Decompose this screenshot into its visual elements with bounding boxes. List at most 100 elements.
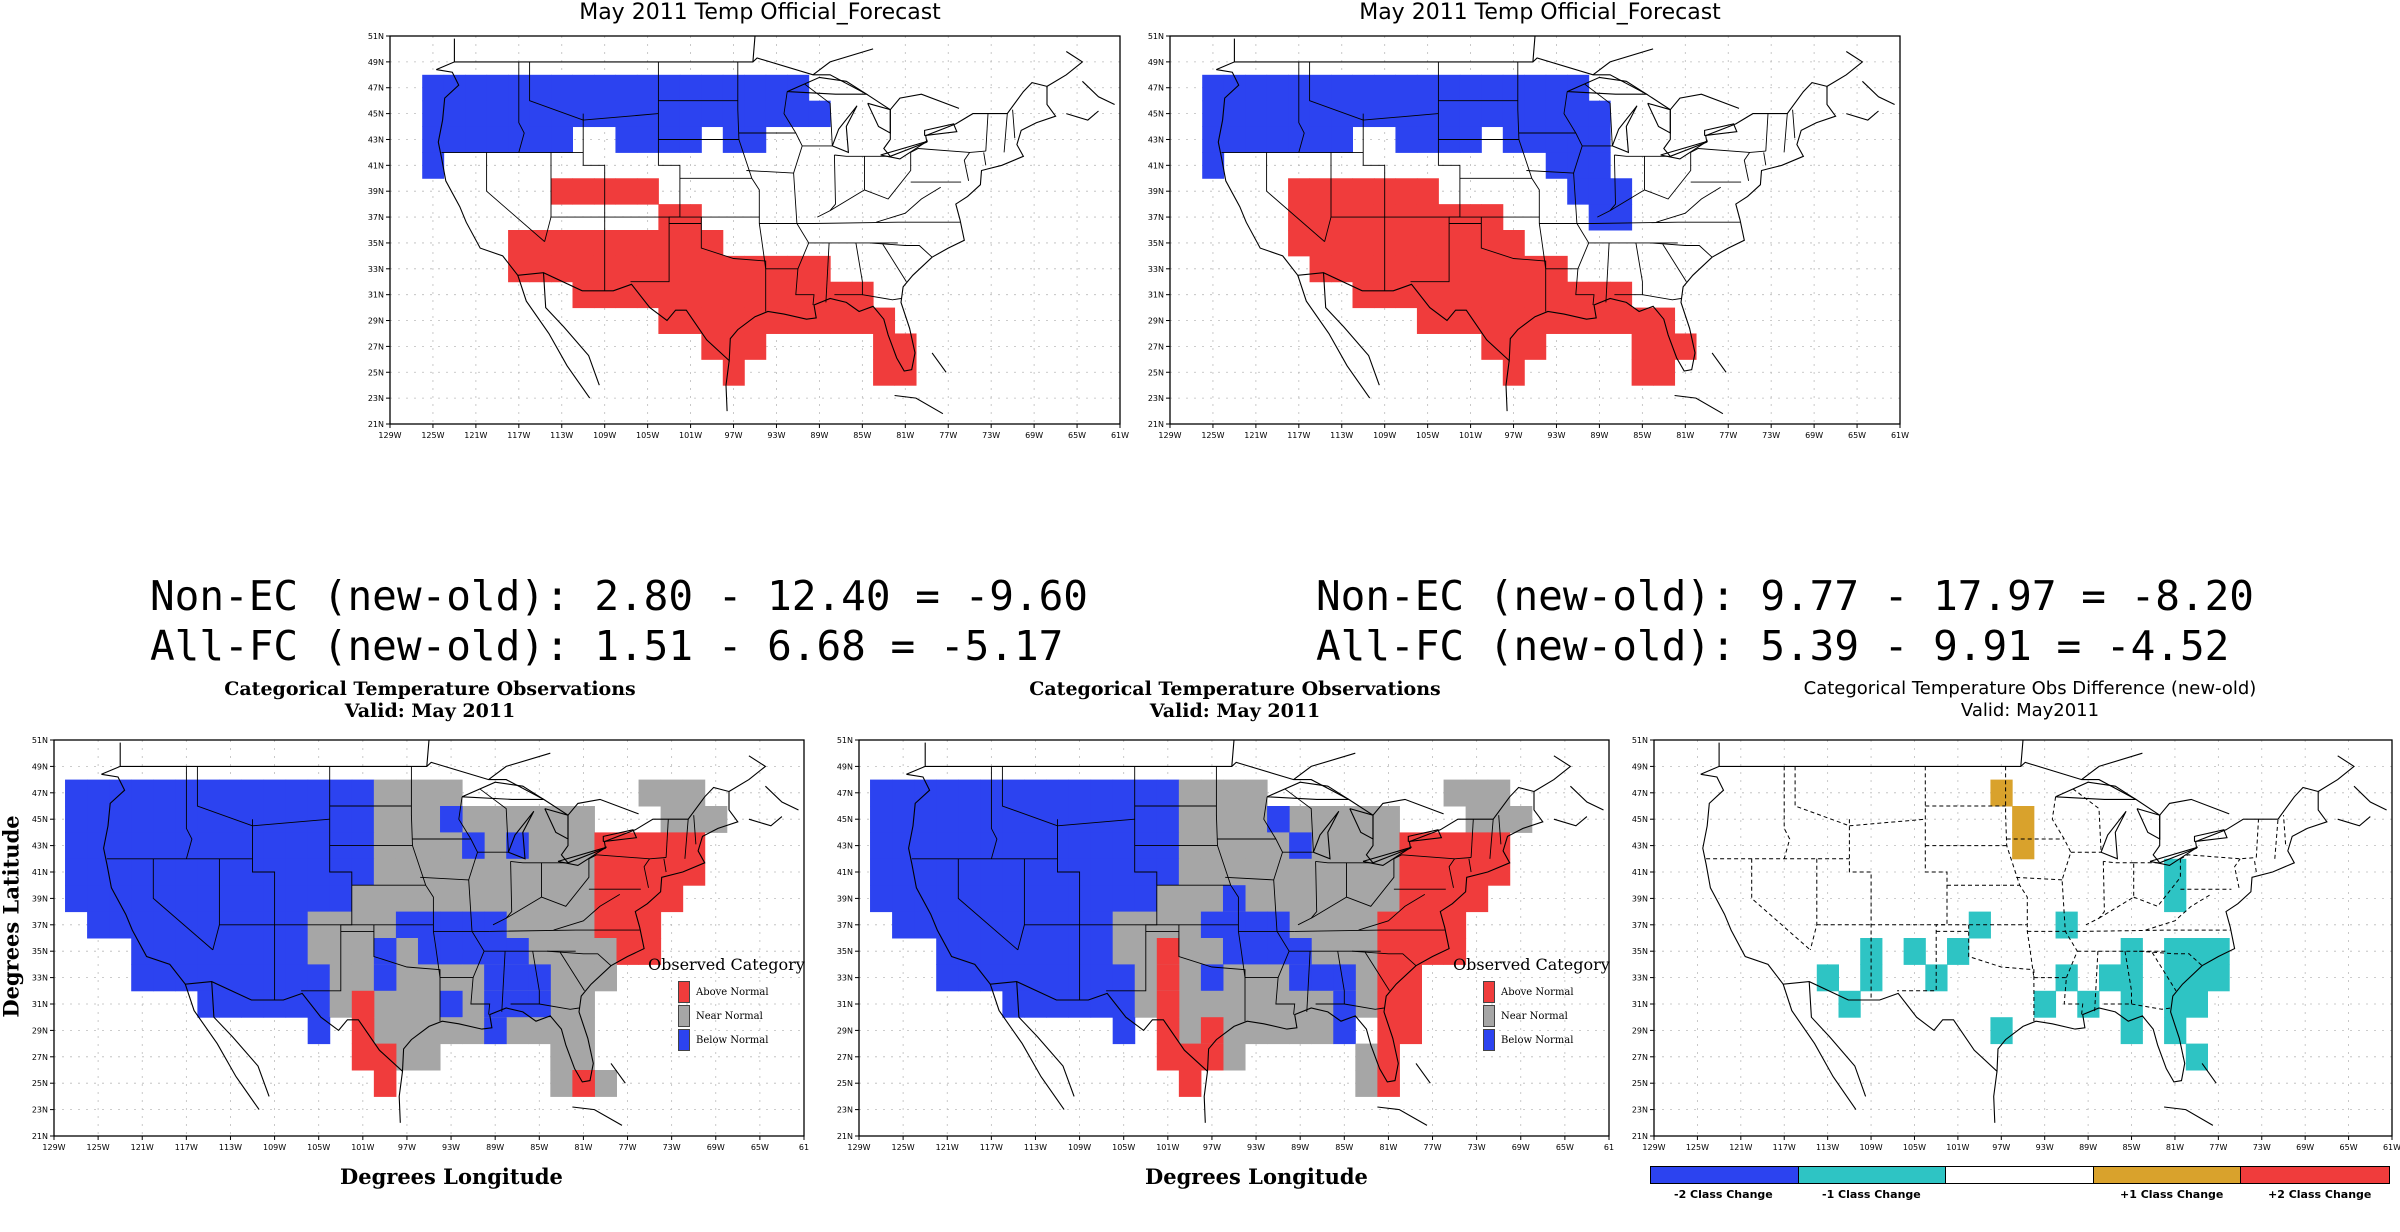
below-normal-cell: [263, 779, 287, 807]
axis-ticks: 129W 125W 121W 117W 113W 109W 105W 101W 97W 93W 89…: [837, 736, 1614, 1152]
state-border: [1057, 819, 1081, 1000]
below-normal-cell: [658, 100, 681, 128]
state-border: [983, 152, 987, 166]
state-border: [1057, 818, 1135, 827]
state-border: [693, 815, 697, 845]
state-border: [1351, 950, 1417, 967]
lat-tick-label: 49N: [1632, 762, 1648, 771]
above-normal-cell: [636, 178, 659, 205]
lat-tick-label: 51N: [32, 736, 48, 745]
below-normal-cell: [936, 964, 959, 992]
below-normal-cell: [1068, 832, 1092, 860]
below-normal-cell: [65, 858, 88, 886]
below-normal-cell: [636, 126, 659, 153]
below-normal-cell: [1373, 100, 1396, 128]
near-normal-cell: [1222, 1017, 1246, 1045]
below-normal-cell: [1459, 74, 1482, 102]
below-normal-cell: [1222, 885, 1246, 913]
near-normal-cell: [395, 964, 419, 992]
lon-tick-label: 81W: [1676, 431, 1694, 440]
lon-tick-label: 65W: [1068, 431, 1086, 440]
below-normal-cell: [307, 858, 331, 886]
state-border: [910, 148, 986, 153]
state-border: [1605, 242, 1610, 303]
legend-label: Above Normal: [1501, 986, 1574, 998]
above-normal-cell: [722, 307, 745, 334]
above-normal-cell: [1459, 307, 1482, 334]
below-normal-cell: [307, 964, 331, 992]
lat-tick-label: 47N: [837, 789, 853, 798]
below-normal-cell: [87, 885, 110, 913]
minus-one-change-cell: [2164, 990, 2187, 1018]
state-border: [834, 154, 865, 157]
score-left-all-fc: All-FC (new-old): 1.51 - 6.68 = -5.17: [150, 622, 1064, 670]
state-border: [1358, 894, 1426, 931]
below-normal-cell: [765, 100, 788, 128]
lat-tick-label: 21N: [32, 1132, 48, 1141]
legend-label: Near Normal: [696, 1010, 763, 1022]
near-normal-cell: [1178, 964, 1202, 992]
below-normal-cell: [1200, 964, 1224, 992]
coastline: [725, 360, 730, 412]
above-normal-cell: [873, 333, 896, 360]
near-normal-cell: [417, 779, 441, 807]
lat-tick-label: 37N: [1632, 921, 1648, 930]
lon-tick-label: 109W: [1068, 1143, 1091, 1152]
state-border: [2098, 862, 2135, 919]
coastline: [2159, 798, 2230, 816]
above-normal-cell: [1502, 230, 1525, 257]
near-normal-cell: [417, 1043, 441, 1071]
below-normal-cell: [1245, 938, 1268, 965]
near-normal-cell: [1311, 911, 1334, 939]
coastline: [2164, 1106, 2214, 1126]
above-normal-cell: [616, 885, 640, 913]
lon-tick-label: 97W: [1203, 1143, 1221, 1152]
near-normal-cell: [462, 885, 485, 913]
coastline: [1808, 981, 1867, 1097]
near-normal-cell: [550, 1070, 573, 1097]
below-normal-cell: [373, 964, 397, 992]
state-border: [2051, 796, 2078, 978]
great-lake: [507, 810, 535, 860]
below-normal-cell: [1002, 858, 1025, 886]
above-normal-cell: [722, 333, 745, 360]
near-normal-cell: [572, 990, 595, 1018]
lon-tick-label: 61: [1604, 1143, 1614, 1152]
near-normal-cell: [1377, 832, 1400, 860]
below-normal-cell: [1545, 74, 1568, 102]
above-normal-cell: [722, 281, 745, 309]
below-normal-cell: [1046, 779, 1070, 807]
coastline: [1674, 394, 1724, 415]
below-normal-cell: [1068, 990, 1092, 1018]
near-normal-cell: [1311, 858, 1334, 886]
above-normal-cell: [894, 359, 917, 386]
above-normal-cell: [744, 307, 767, 334]
below-normal-cell: [307, 885, 331, 913]
above-normal-cell: [1674, 333, 1697, 360]
below-normal-cell: [153, 885, 176, 913]
near-normal-cell: [395, 806, 419, 833]
below-normal-cell: [197, 938, 220, 965]
below-normal-cell: [153, 858, 176, 886]
lon-tick-label: 89W: [2079, 1143, 2097, 1152]
near-normal-cell: [1333, 911, 1356, 939]
below-normal-cell: [980, 885, 1003, 913]
above-normal-cell: [1465, 832, 1489, 860]
lon-tick-label: 77W: [939, 431, 957, 440]
below-normal-cell: [529, 74, 552, 102]
near-normal-cell: [1222, 832, 1246, 860]
legend-swatch-near: [678, 1005, 690, 1027]
lat-tick-label: 45N: [1632, 815, 1648, 824]
near-normal-cell: [506, 806, 529, 833]
state-border: [501, 951, 506, 1012]
above-normal-cell: [1288, 230, 1311, 257]
lon-tick-label: 105W: [1903, 1143, 1926, 1152]
near-normal-cell: [373, 858, 397, 886]
below-normal-cell: [1090, 858, 1114, 886]
lon-tick-label: 105W: [307, 1143, 330, 1152]
lat-tick-label: 23N: [368, 394, 384, 403]
obs-map-left: 129W 125W 121W 117W 113W 109W 105W 101W 97W 93W 89…: [32, 736, 809, 1152]
above-normal-cell: [679, 255, 702, 283]
below-normal-cell: [285, 964, 309, 992]
lat-tick-label: 23N: [837, 1106, 853, 1115]
